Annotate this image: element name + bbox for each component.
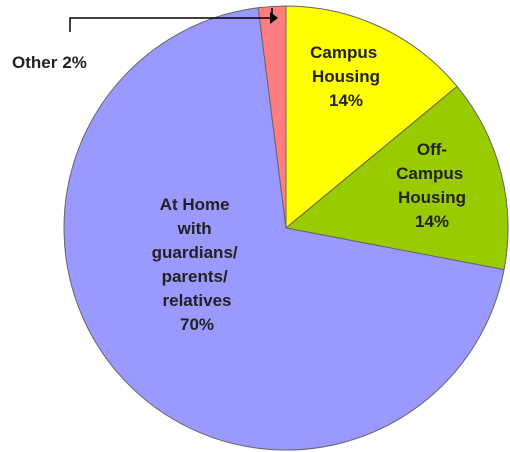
slice-value-label: 70% xyxy=(180,315,214,334)
pie-slice xyxy=(285,5,458,230)
slice-label: Other xyxy=(12,53,58,72)
slice-value-label: 14% xyxy=(415,212,449,231)
pie-slice xyxy=(284,85,509,271)
slice-label: Off-Campus Housing xyxy=(396,140,468,207)
pie-slice xyxy=(257,5,287,229)
pie-slice xyxy=(63,7,505,451)
slice-value-label: 14% xyxy=(329,91,363,110)
slice-value-label: 2% xyxy=(62,53,87,72)
slice-label: Campus Housing xyxy=(310,43,382,86)
slice-label: At Home with guardians/ parents/ relativ… xyxy=(152,195,243,310)
leader-line xyxy=(69,8,273,32)
pie xyxy=(63,5,509,451)
leader-arrow xyxy=(270,12,278,24)
